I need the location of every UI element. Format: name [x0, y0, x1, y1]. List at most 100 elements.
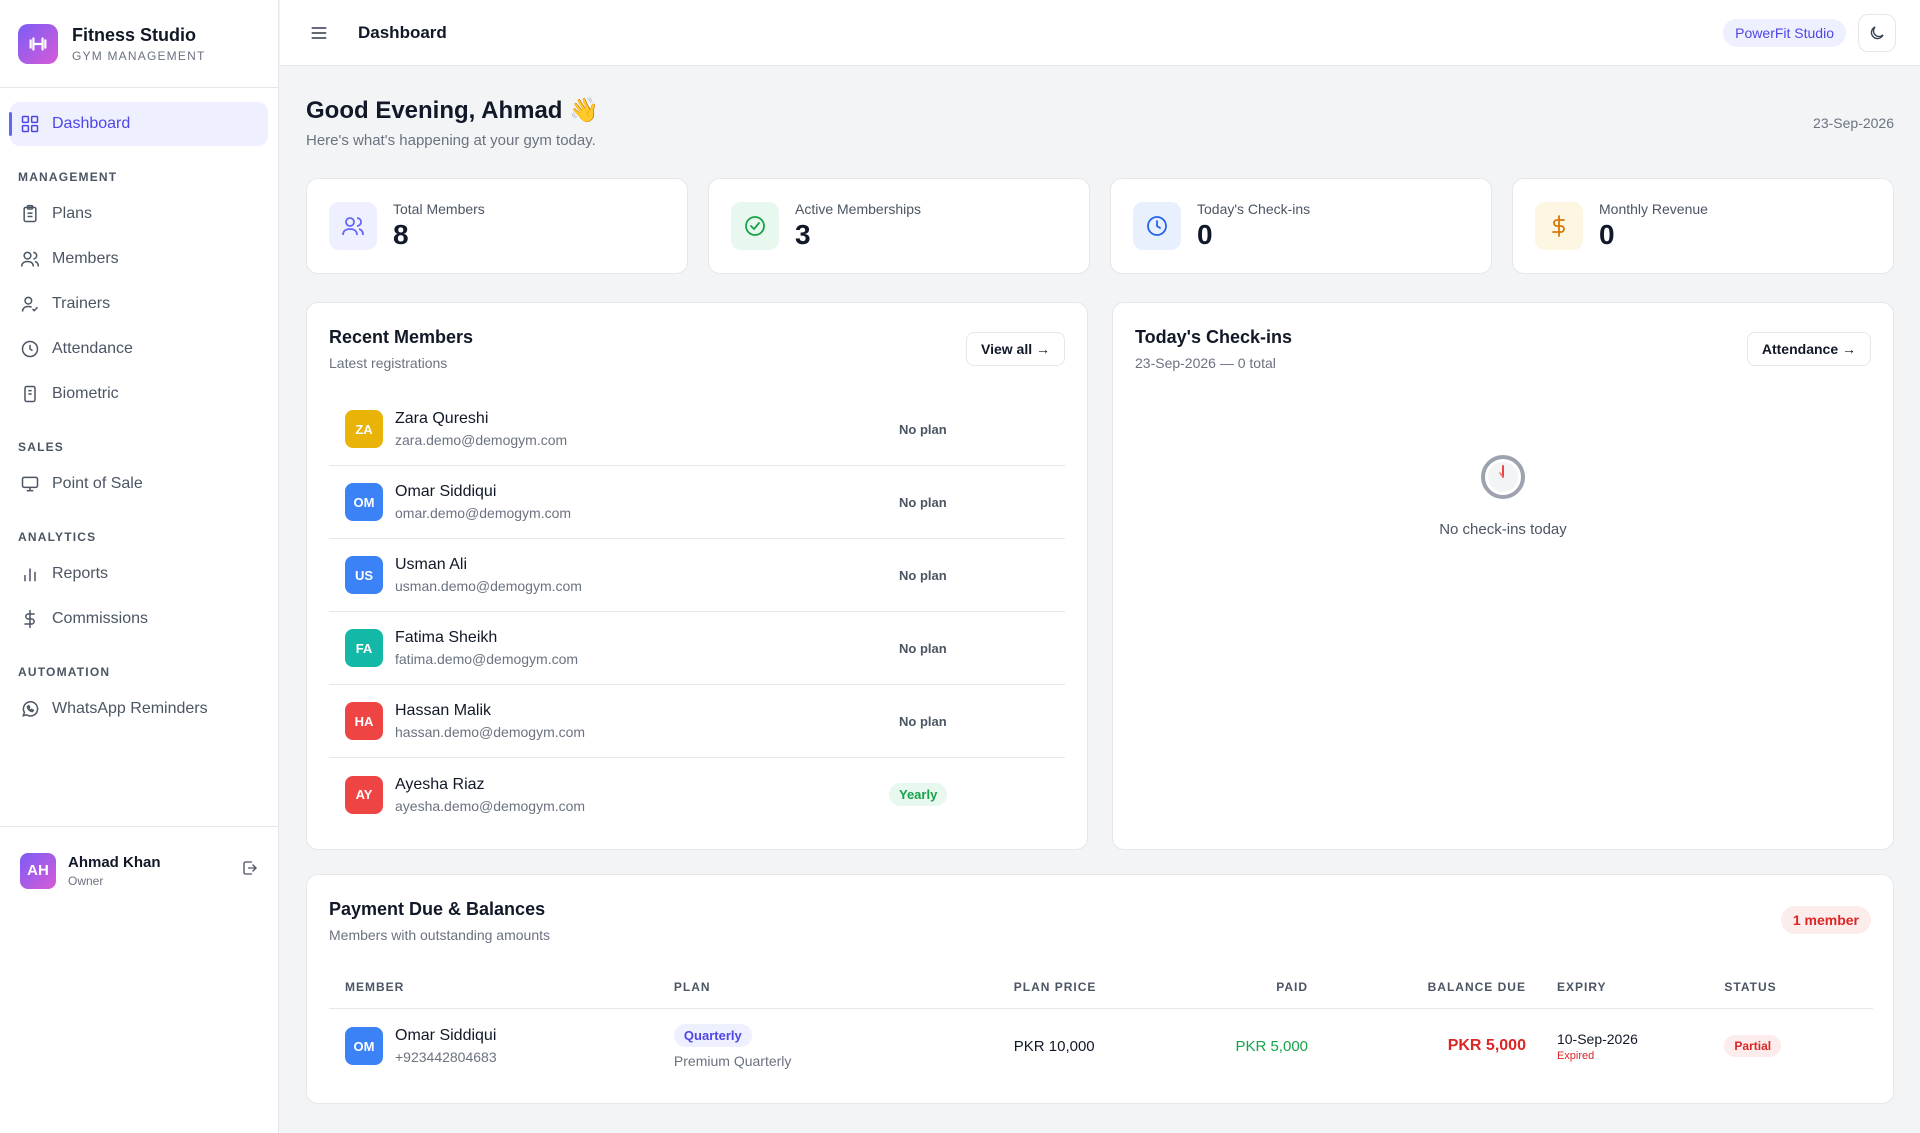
plan-type-badge: Quarterly	[673, 1023, 752, 1047]
list-item[interactable]: HA Hassan Malik hassan.demo@demogym.com …	[329, 685, 1065, 758]
stat-card-todays-checkins: Today's Check-ins 0	[1110, 178, 1492, 274]
stat-value: 0	[1197, 219, 1213, 250]
member-plan: No plan	[899, 567, 947, 583]
sidebar-item-members[interactable]: Members	[10, 237, 268, 281]
member-list: ZA Zara Qureshi zara.demo@demogym.com No…	[329, 393, 1065, 831]
member-plan: No plan	[899, 640, 947, 656]
member-email: hassan.demo@demogym.com	[395, 724, 586, 740]
users-icon	[329, 202, 377, 250]
sidebar-item-label: Reports	[52, 565, 109, 582]
user-profile: AH Ahmad Khan Owner	[0, 826, 279, 914]
fingerprint-device-icon	[24, 385, 36, 403]
brand[interactable]: Fitness Studio GYM MANAGEMENT	[0, 0, 278, 88]
logout-icon[interactable]	[241, 859, 259, 882]
member-phone: +923442804683	[395, 1049, 497, 1065]
card-subtitle: 23-Sep-2026 — 0 total	[1135, 355, 1276, 371]
clock-icon	[21, 340, 39, 358]
stat-value: 3	[795, 219, 811, 250]
member-plan: No plan	[899, 494, 947, 510]
sidebar-item-whatsapp-reminders[interactable]: WhatsApp Reminders	[10, 687, 268, 731]
todays-checkins-card: Today's Check-ins 23-Sep-2026 — 0 total …	[1112, 302, 1894, 850]
greeting-subtitle: Here's what's happening at your gym toda…	[306, 132, 596, 149]
sidebar-item-label: Trainers	[52, 295, 111, 312]
sidebar-item-dashboard[interactable]: Dashboard	[9, 102, 268, 146]
plan-name: Premium Quarterly	[673, 1052, 792, 1069]
member-name: Hassan Malik	[395, 702, 492, 719]
nav-section-analytics: ANALYTICS	[18, 530, 97, 544]
sidebar-item-label: Members	[52, 250, 119, 267]
main-content: Good Evening, Ahmad 👋 Here's what's happ…	[306, 66, 1894, 1104]
stat-label: Today's Check-ins	[1197, 201, 1311, 217]
stat-card-monthly-revenue: Monthly Revenue 0	[1512, 178, 1894, 274]
sidebar-item-biometric[interactable]: Biometric	[10, 372, 268, 416]
empty-state: No check-ins today	[1113, 453, 1893, 538]
check-circle-icon	[731, 202, 779, 250]
sidebar-item-label: Point of Sale	[52, 475, 143, 492]
member-email: ayesha.demo@demogym.com	[395, 797, 586, 814]
brand-title: Fitness Studio	[72, 24, 197, 45]
member-plan: No plan	[899, 713, 947, 729]
sidebar-item-label: WhatsApp Reminders	[52, 700, 208, 717]
member-email: fatima.demo@demogym.com	[395, 651, 579, 667]
nav-section-management: MANAGEMENT	[18, 170, 118, 184]
list-item[interactable]: AY Ayesha Riaz ayesha.demo@demogym.com Y…	[329, 758, 1065, 831]
stat-card-active-memberships: Active Memberships 3	[708, 178, 1090, 274]
sidebar-item-label: Dashboard	[52, 115, 131, 132]
avatar: OM	[345, 483, 383, 521]
member-plan: No plan	[899, 421, 947, 437]
member-name: Omar Siddiqui	[395, 483, 497, 500]
table-row[interactable]: OM Omar Siddiqui +923442804683 Quarterly…	[329, 1009, 1873, 1083]
recent-members-card: Recent Members Latest registrations View…	[306, 302, 1088, 850]
expiry-status: Expired	[1556, 1049, 1595, 1062]
brand-subtitle: GYM MANAGEMENT	[72, 48, 206, 63]
attendance-button[interactable]: Attendance →	[1746, 332, 1871, 366]
theme-toggle-button[interactable]	[1858, 13, 1896, 52]
users-icon	[20, 251, 40, 267]
clock-icon	[1133, 202, 1181, 250]
avatar: HA	[345, 702, 383, 740]
empty-state-text: No check-ins today	[1439, 521, 1567, 538]
sidebar: Fitness Studio GYM MANAGEMENT Dashboard …	[0, 0, 279, 1133]
sidebar-item-label: Biometric	[52, 385, 119, 402]
sidebar-item-reports[interactable]: Reports	[10, 552, 268, 596]
avatar: ZA	[345, 410, 383, 448]
list-item[interactable]: FA Fatima Sheikh fatima.demo@demogym.com…	[329, 612, 1065, 685]
sidebar-item-point-of-sale[interactable]: Point of Sale	[10, 462, 268, 506]
plan-price: PKR 10,000	[1013, 1037, 1095, 1055]
menu-icon[interactable]	[304, 18, 334, 48]
sidebar-item-attendance[interactable]: Attendance	[10, 327, 268, 371]
dollar-icon	[1535, 202, 1583, 250]
status-badge: Partial	[1724, 1035, 1782, 1057]
card-title: Payment Due & Balances	[329, 899, 546, 919]
avatar: OM	[345, 1027, 383, 1065]
sidebar-item-trainers[interactable]: Trainers	[10, 282, 268, 326]
whatsapp-icon	[22, 701, 39, 717]
bar-chart-icon	[24, 568, 36, 582]
member-name: Fatima Sheikh	[395, 629, 498, 646]
stats-row: Total Members 8 Active Memberships 3 Tod…	[306, 178, 1894, 274]
member-email: usman.demo@demogym.com	[395, 578, 582, 594]
member-name: Omar Siddiqui	[395, 1027, 497, 1044]
list-item[interactable]: US Usman Ali usman.demo@demogym.com No p…	[329, 539, 1065, 612]
stat-card-total-members: Total Members 8	[306, 178, 688, 274]
list-item[interactable]: ZA Zara Qureshi zara.demo@demogym.com No…	[329, 393, 1065, 466]
sidebar-item-plans[interactable]: Plans	[10, 192, 268, 236]
grid-icon	[21, 115, 39, 133]
member-name: Usman Ali	[395, 556, 468, 573]
sidebar-item-commissions[interactable]: Commissions	[10, 597, 268, 641]
avatar: FA	[345, 629, 383, 667]
column-header: PAID	[1276, 979, 1308, 994]
nav-section-sales: SALES	[18, 440, 65, 454]
greeting-title: Good Evening, Ahmad 👋	[306, 97, 600, 124]
stat-label: Monthly Revenue	[1599, 201, 1708, 217]
dumbbell-icon	[18, 23, 58, 64]
payment-due-card: Payment Due & Balances Members with outs…	[306, 874, 1894, 1104]
avatar: AH	[20, 852, 56, 889]
topbar: Dashboard PowerFit Studio	[280, 0, 1920, 66]
view-all-button[interactable]: View all →	[966, 332, 1065, 366]
member-name: Zara Qureshi	[395, 410, 489, 427]
list-item[interactable]: OM Omar Siddiqui omar.demo@demogym.com N…	[329, 466, 1065, 539]
dollar-icon	[24, 609, 35, 629]
avatar: US	[345, 556, 383, 594]
page-title: Dashboard	[358, 22, 447, 42]
